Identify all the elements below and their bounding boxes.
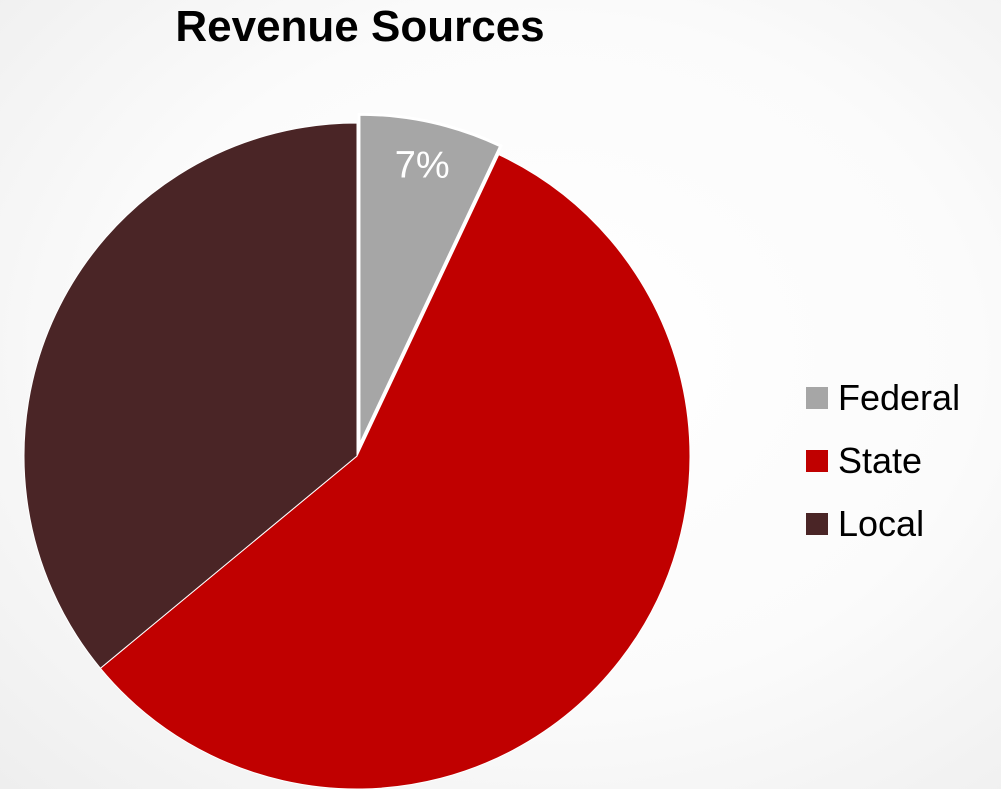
legend-item-state: State [806,429,960,492]
pie-slice-state [99,154,691,789]
legend-swatch-federal [806,386,828,409]
legend-label-local: Local [838,502,925,544]
slice-label-federal: 7% [395,144,450,186]
legend-label-state: State [838,439,923,481]
legend-item-federal: Federal [806,366,960,429]
chart-title: Revenue Sources [175,2,545,51]
legend-item-local: Local [806,492,960,555]
legend: Federal State Local [806,366,960,555]
pie-slice-local [23,122,358,669]
pie-slice-federal [357,112,503,448]
legend-swatch-state [806,449,828,472]
legend-swatch-local [806,512,828,535]
legend-label-federal: Federal [838,376,961,418]
